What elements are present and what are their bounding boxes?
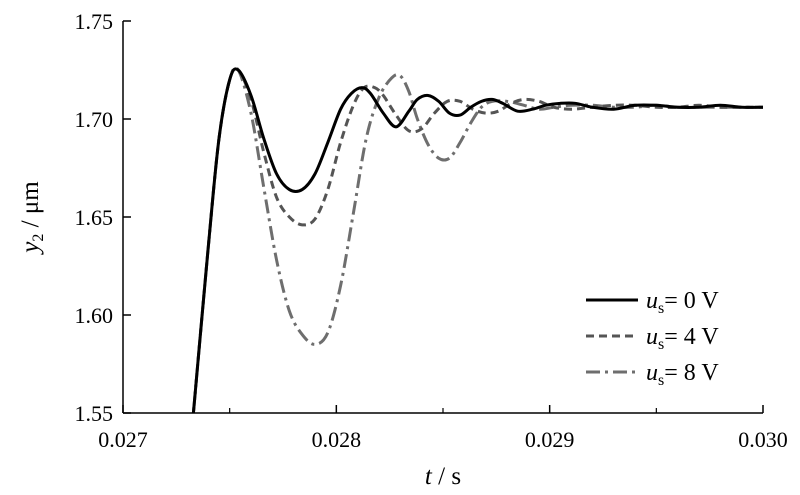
legend-label-2: us= 8 V (646, 360, 719, 389)
y-tick-label-2: 1.65 (75, 205, 114, 230)
x-tick-label-3: 0.030 (738, 427, 788, 452)
series-line-1 (191, 67, 763, 413)
x-tick-label-0: 0.027 (98, 427, 148, 452)
legend-label-0: us= 0 V (646, 288, 719, 317)
y-tick-label-4: 1.75 (75, 9, 114, 34)
x-tick-label-2: 0.029 (525, 427, 575, 452)
y-tick-label-1: 1.60 (75, 303, 114, 328)
series-line-2 (191, 66, 763, 413)
y-tick-label-0: 1.55 (75, 401, 114, 426)
y-axis-sub: 2 (30, 234, 47, 242)
ticks-layer: 0.027 0.028 0.029 0.030 1.55 1.60 1.65 1.70 1.75 (75, 9, 788, 452)
legend-label-1: us= 4 V (646, 324, 719, 353)
y-axis-title: y2 / μm (17, 181, 47, 256)
legend-item-0: us= 0 V (586, 288, 719, 317)
x-axis-title: t / s (425, 463, 461, 490)
legend: us= 0 V us= 4 V us= 8 V (586, 288, 719, 389)
x-axis-var: t (425, 463, 433, 490)
y-tick-label-3: 1.70 (75, 107, 114, 132)
x-tick-label-1: 0.028 (312, 427, 362, 452)
y-axis-unit: μm (17, 181, 44, 214)
series-line-0 (191, 67, 763, 413)
legend-item-1: us= 4 V (586, 324, 719, 353)
legend-item-2: us= 8 V (586, 360, 719, 389)
y-axis-var: y (17, 241, 44, 256)
series-layer (191, 66, 763, 413)
x-axis-unit: s (451, 463, 461, 490)
